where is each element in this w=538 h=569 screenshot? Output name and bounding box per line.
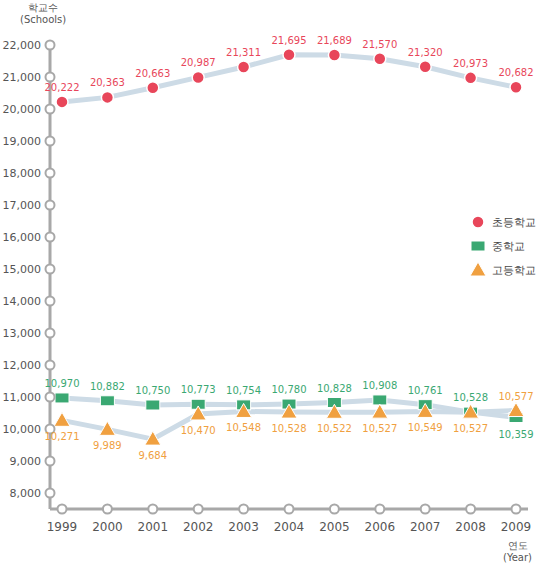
svg-text:2007: 2007 [410, 520, 441, 534]
svg-text:9,989: 9,989 [93, 440, 122, 451]
html-text:(Schools): (Schools) [20, 14, 67, 25]
html-text:학교수: 학교수 [28, 2, 59, 13]
svg-text:2000: 2000 [92, 520, 123, 534]
svg-text:16,000: 16,000 [3, 231, 42, 244]
svg-text:10,908: 10,908 [362, 380, 397, 391]
svg-text:10,548: 10,548 [226, 422, 261, 433]
html-text:연도: 연도 [507, 540, 528, 551]
svg-text:10,000: 10,000 [3, 423, 42, 436]
svg-text:2008: 2008 [455, 520, 486, 534]
svg-text:18,000: 18,000 [3, 167, 42, 180]
svg-text:10,750: 10,750 [135, 385, 170, 396]
svg-text:21,689: 21,689 [317, 35, 352, 46]
svg-text:10,527: 10,527 [453, 423, 488, 434]
svg-text:22,000: 22,000 [3, 39, 42, 52]
svg-text:10,754: 10,754 [226, 385, 261, 396]
html-text:초등학교: 초등학교 [492, 215, 536, 229]
html-text:중학교: 중학교 [492, 239, 525, 253]
svg-text:2003: 2003 [228, 520, 259, 534]
svg-text:9,684: 9,684 [138, 450, 167, 461]
svg-text:2004: 2004 [274, 520, 305, 534]
svg-text:10,528: 10,528 [272, 423, 307, 434]
svg-text:21,311: 21,311 [226, 47, 261, 58]
svg-text:20,987: 20,987 [181, 57, 216, 68]
html-text:고등학교: 고등학교 [492, 263, 536, 277]
svg-text:20,363: 20,363 [90, 77, 125, 88]
svg-text:10,882: 10,882 [90, 381, 125, 392]
svg-text:20,000: 20,000 [3, 103, 42, 116]
svg-text:2009: 2009 [501, 520, 532, 534]
svg-text:21,570: 21,570 [362, 39, 397, 50]
svg-text:20,973: 20,973 [453, 58, 488, 69]
svg-text:10,470: 10,470 [181, 425, 216, 436]
svg-text:2005: 2005 [319, 520, 350, 534]
svg-text:9,000: 9,000 [10, 455, 42, 468]
svg-text:10,577: 10,577 [499, 391, 534, 402]
svg-text:10,359: 10,359 [499, 429, 534, 440]
svg-text:10,528: 10,528 [453, 392, 488, 403]
svg-text:10,271: 10,271 [45, 431, 80, 442]
svg-text:2006: 2006 [365, 520, 396, 534]
svg-text:21,695: 21,695 [272, 35, 307, 46]
svg-text:10,773: 10,773 [181, 384, 216, 395]
svg-text:15,000: 15,000 [3, 263, 42, 276]
svg-text:10,527: 10,527 [362, 423, 397, 434]
svg-text:20,682: 20,682 [499, 67, 534, 78]
svg-text:13,000: 13,000 [3, 327, 42, 340]
svg-text:2002: 2002 [183, 520, 214, 534]
svg-text:2001: 2001 [138, 520, 169, 534]
svg-text:10,970: 10,970 [45, 378, 80, 389]
svg-text:21,320: 21,320 [408, 47, 443, 58]
svg-text:10,549: 10,549 [408, 422, 443, 433]
svg-text:10,828: 10,828 [317, 383, 352, 394]
svg-text:20,663: 20,663 [135, 68, 170, 79]
svg-text:14,000: 14,000 [3, 295, 42, 308]
svg-text:21,000: 21,000 [3, 71, 42, 84]
svg-text:10,780: 10,780 [272, 384, 307, 395]
svg-text:10,761: 10,761 [408, 385, 443, 396]
svg-text:20,222: 20,222 [45, 82, 80, 93]
svg-text:1999: 1999 [47, 520, 78, 534]
svg-text:19,000: 19,000 [3, 135, 42, 148]
html-text:(Year): (Year) [503, 552, 532, 563]
svg-text:17,000: 17,000 [3, 199, 42, 212]
svg-text:11,000: 11,000 [3, 391, 42, 404]
svg-text:12,000: 12,000 [3, 359, 42, 372]
svg-text:8,000: 8,000 [10, 487, 42, 500]
svg-text:10,522: 10,522 [317, 423, 352, 434]
